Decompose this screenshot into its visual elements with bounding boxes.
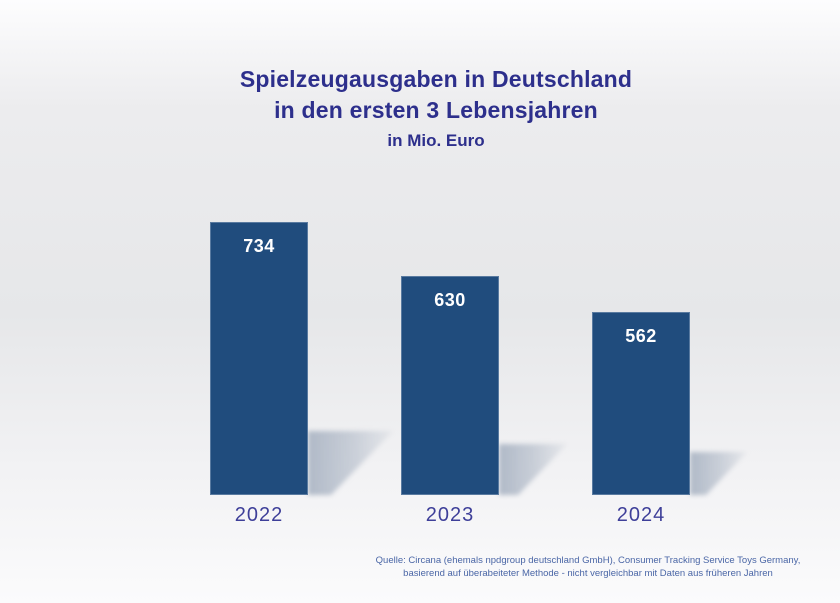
chart-title-line-1: Spielzeugausgaben in Deutschland bbox=[239, 66, 633, 92]
chart-title: Spielzeugausgaben in Deutschland in den … bbox=[16, 64, 840, 153]
bar-shadow-shape bbox=[308, 431, 393, 495]
bar-2022: 734 bbox=[210, 222, 308, 495]
chart-title-unit: in Mio. Euro bbox=[387, 131, 485, 150]
x-axis-label-2024: 2024 bbox=[616, 504, 666, 526]
x-axis-label-2022: 2022 bbox=[234, 504, 284, 526]
x-axis-label-2023: 2023 bbox=[425, 504, 475, 526]
bar-2024: 562 bbox=[592, 312, 690, 495]
bar-shadow-2024 bbox=[690, 452, 747, 495]
chart-title-line-2: in den ersten 3 Lebensjahren bbox=[274, 97, 598, 123]
bar-shadow-2023 bbox=[499, 444, 567, 495]
source-note-line-2: basierend auf überabeiteter Methode - ni… bbox=[403, 567, 773, 579]
bar-value-label-2024: 562 bbox=[625, 326, 657, 346]
source-note-line-1: Quelle: Circana (ehemals npdgroup deutsc… bbox=[375, 555, 801, 566]
bar-2023: 630 bbox=[401, 276, 499, 495]
bar-shadow-shape bbox=[690, 452, 747, 495]
bar-value-label-2022: 734 bbox=[243, 236, 275, 256]
bar-shadow-2022 bbox=[308, 431, 393, 495]
bar-shadow-shape bbox=[499, 444, 567, 495]
source-note: Quelle: Circana (ehemals npdgroup deutsc… bbox=[338, 555, 838, 580]
bar-value-label-2023: 630 bbox=[434, 290, 466, 310]
